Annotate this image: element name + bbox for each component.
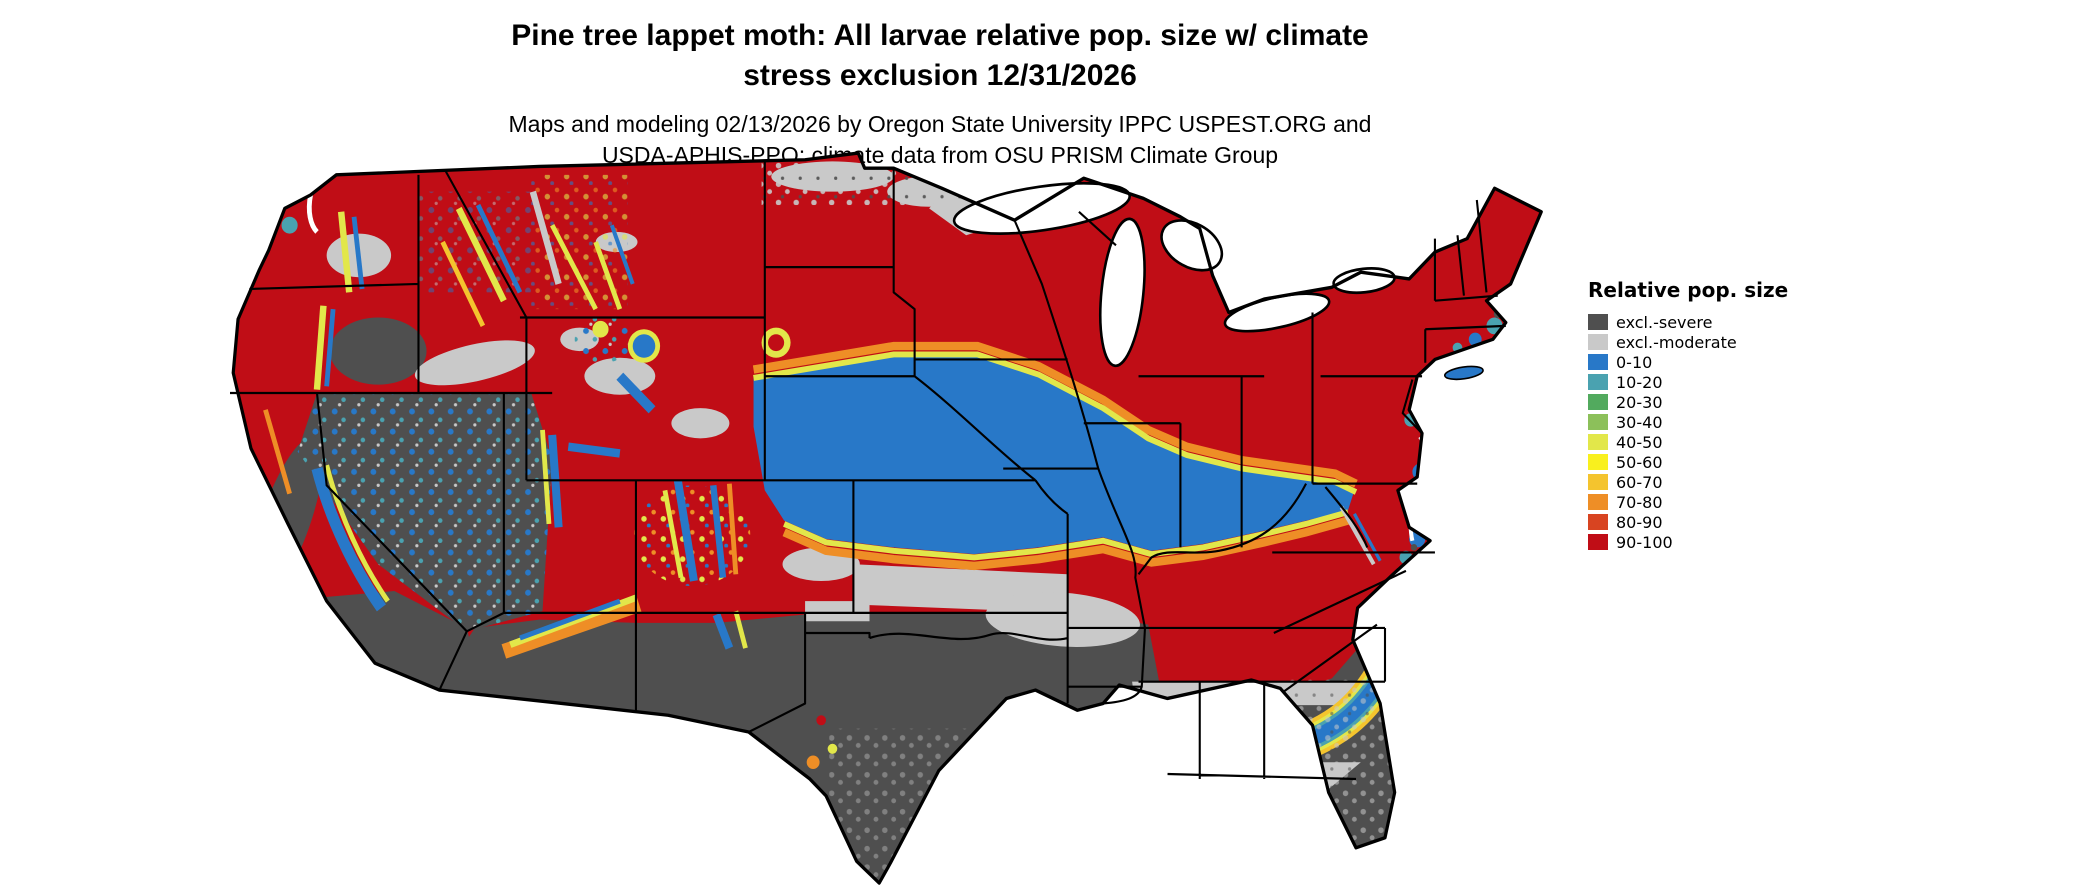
legend-entry-label: 40-50: [1616, 432, 1663, 452]
legend-entry: 0-10: [1588, 352, 1848, 372]
legend-color-swatch: [1588, 314, 1608, 330]
us-map-container: [230, 148, 1545, 888]
great-lakes: [952, 181, 1396, 368]
legend-color-swatch: [1588, 354, 1608, 370]
legend-entry: excl.-severe: [1588, 312, 1848, 332]
lake-michigan: [1099, 217, 1146, 368]
legend-color-swatch: [1588, 334, 1608, 350]
map-title-line1: Pine tree lappet moth: All larvae relati…: [511, 19, 1369, 52]
legend-entry: 80-90: [1588, 512, 1848, 532]
legend-entry: 70-80: [1588, 492, 1848, 512]
legend-entry: 10-20: [1588, 372, 1848, 392]
legend-entry: 40-50: [1588, 432, 1848, 452]
legend-rows: excl.-severe excl.-moderate 0-10 10-20 2…: [1588, 312, 1848, 552]
legend-entry: excl.-moderate: [1588, 332, 1848, 352]
map-subtitle-line1: Maps and modeling 02/13/2026 by Oregon S…: [508, 111, 1372, 138]
legend-title: Relative pop. size: [1588, 278, 1789, 302]
legend-entry-label: excl.-moderate: [1616, 332, 1737, 352]
legend-color-swatch: [1588, 514, 1608, 530]
legend-entry: 50-60: [1588, 452, 1848, 472]
legend-color-swatch: [1588, 394, 1608, 410]
legend-entry: 30-40: [1588, 412, 1848, 432]
legend-entry: 60-70: [1588, 472, 1848, 492]
legend-entry-label: 60-70: [1616, 472, 1663, 492]
legend-entry-label: 0-10: [1616, 352, 1653, 372]
legend-entry-label: 70-80: [1616, 492, 1663, 512]
legend-entry-label: 50-60: [1616, 452, 1663, 472]
map-legend: Relative pop. size excl.-severe excl.-mo…: [1588, 278, 1848, 552]
legend-entry-label: 80-90: [1616, 512, 1663, 532]
long-island: [1443, 365, 1484, 381]
legend-color-swatch: [1588, 414, 1608, 430]
us-outline: [231, 151, 1543, 885]
legend-entry-label: 30-40: [1616, 412, 1663, 432]
legend-entry-label: 10-20: [1616, 372, 1663, 392]
legend-color-swatch: [1588, 474, 1608, 490]
legend-entry-label: 20-30: [1616, 392, 1663, 412]
map-title: Pine tree lappet moth: All larvae relati…: [160, 16, 1720, 95]
legend-entry: 90-100: [1588, 532, 1848, 552]
legend-entry: 20-30: [1588, 392, 1848, 412]
map-title-line2: stress exclusion 12/31/2026: [743, 58, 1137, 92]
legend-entry-label: excl.-severe: [1616, 312, 1713, 332]
legend-color-swatch: [1588, 534, 1608, 550]
map-raster-layer: [233, 153, 1542, 884]
raster-plains-blue-band: [753, 352, 1355, 555]
legend-color-swatch: [1588, 494, 1608, 510]
state-borders: [230, 161, 1506, 781]
legend-color-swatch: [1588, 434, 1608, 450]
lake-superior: [952, 181, 1131, 235]
legend-entry-label: 90-100: [1616, 532, 1673, 552]
us-map: [230, 151, 1543, 885]
legend-color-swatch: [1588, 454, 1608, 470]
legend-color-swatch: [1588, 374, 1608, 390]
